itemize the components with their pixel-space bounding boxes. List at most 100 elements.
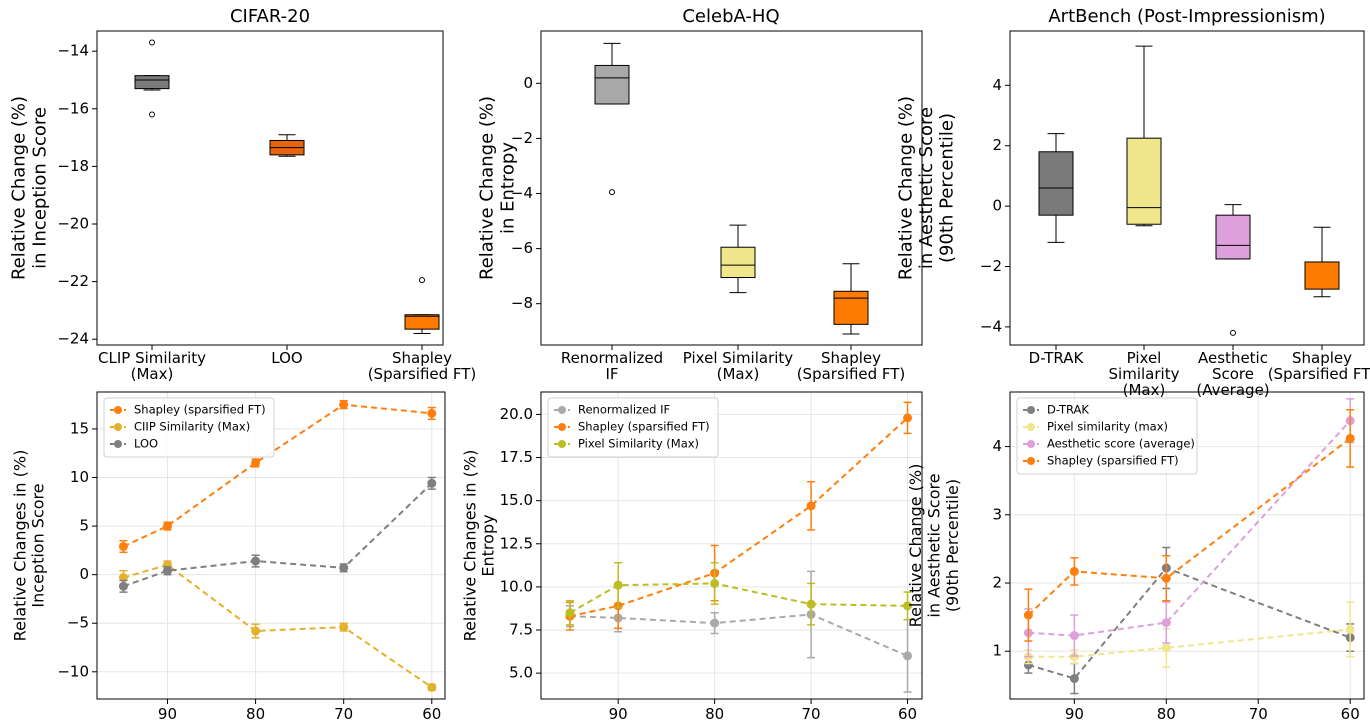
data-point [162, 566, 172, 576]
y-axis-label-line: in Aesthetic Score [925, 473, 944, 617]
data-point [710, 578, 720, 588]
x-tick-label: Pixel [1127, 349, 1162, 367]
legend-label: D-TRAK [1047, 403, 1089, 417]
y-tick-label: −10 [57, 662, 89, 680]
legend-swatch-marker [558, 440, 566, 448]
x-tick-label: 90 [609, 705, 628, 723]
legend-swatch-marker [114, 423, 122, 431]
box-1 [1126, 45, 1162, 227]
data-point [339, 400, 349, 410]
legend-box [1016, 397, 1198, 475]
data-point [339, 622, 349, 632]
x-tick-label: 90 [1065, 705, 1084, 723]
y-tick-label: 5 [79, 517, 89, 535]
x-tick-label: Shapley [392, 349, 452, 367]
x-tick-label: 70 [334, 705, 353, 723]
legend-swatch-marker [558, 406, 566, 414]
panel-artbench-line: 908070601234Percentage of Top Contributo… [906, 391, 1365, 723]
plot-frame [1009, 30, 1365, 346]
y-tick-label: 1 [992, 642, 1002, 660]
x-tick-label: (Max) [1123, 381, 1166, 399]
box-body [134, 75, 170, 90]
y-tick-label: −2 [511, 129, 533, 147]
box-outlier [419, 277, 425, 284]
data-point [251, 556, 261, 566]
y-tick-label: 10 [70, 468, 89, 486]
box-outlier [609, 189, 615, 196]
data-point [565, 608, 575, 618]
y-tick-label: 2 [992, 574, 1002, 592]
y-axis-label-line: Relative Change (%) [906, 464, 925, 628]
y-axis-label-line: Relative Change (%) [477, 96, 498, 280]
y-tick-label: −24 [57, 330, 89, 348]
x-tick-label: IF [605, 365, 618, 383]
y-tick-label: −8 [511, 294, 533, 312]
x-tick-label: 60 [422, 705, 441, 723]
x-tick-label: Shapley [821, 349, 881, 367]
y-axis-label-line: Relative Change (%) [9, 96, 30, 280]
y-tick-label: 15.0 [500, 491, 533, 509]
box-body [1126, 137, 1162, 225]
y-axis-label-line: in Aesthetic Score [916, 107, 937, 269]
x-tick-label: 80 [705, 705, 724, 723]
data-point [427, 682, 437, 692]
y-tick-label: −18 [57, 157, 89, 175]
data-point [1161, 643, 1171, 653]
box-body [1038, 151, 1074, 216]
legend-label: Renormalized IF [578, 403, 670, 417]
box-0 [1038, 133, 1074, 243]
y-tick-label: −20 [57, 215, 89, 233]
legend-label: Shapley (sparsified FT) [134, 403, 266, 417]
box-2 [833, 263, 869, 335]
box-2 [404, 277, 440, 334]
data-point [251, 458, 261, 468]
legend-swatch-marker [1027, 440, 1035, 448]
box-outlier [1230, 329, 1236, 336]
plot-frame [540, 30, 923, 346]
y-tick-label: 10.0 [500, 577, 533, 595]
y-tick-label: −16 [57, 99, 89, 117]
series-line [123, 403, 432, 548]
y-axis-label-line: Relative Changes in (%) [460, 450, 479, 642]
series-0 [118, 399, 437, 554]
y-tick-label: 0 [79, 565, 89, 583]
legend-label: Shapley (sparsified FT) [1047, 454, 1179, 468]
box-0 [134, 39, 170, 118]
plot-frame [96, 391, 446, 700]
box-1 [720, 224, 756, 294]
legend-label: Aesthetic score (average) [1047, 437, 1195, 451]
data-point [1069, 566, 1079, 576]
data-point [1069, 631, 1079, 641]
data-point [1161, 618, 1171, 628]
panel-cifar20-box: CIFAR-20 −24 −22 −20 −18 −16 −14 Relative Chang… [9, 6, 477, 383]
series-line [1028, 419, 1351, 637]
box-2 [1215, 204, 1251, 336]
box-0 [594, 42, 630, 196]
data-point [1069, 674, 1079, 684]
series-line [1028, 566, 1351, 680]
x-tick-label: Renormalized [561, 349, 663, 367]
legend-box [103, 397, 275, 458]
box-body [1215, 214, 1251, 260]
y-tick-label: −6 [511, 239, 533, 257]
data-point [613, 580, 623, 590]
legend-swatch-marker [1027, 457, 1035, 465]
x-tick-label: (Sparsified FT) [797, 365, 906, 383]
data-point [710, 618, 720, 628]
box-body [1304, 261, 1340, 290]
legend-swatch-marker [114, 440, 122, 448]
y-tick-label: −4 [511, 184, 533, 202]
y-tick-label: 7.5 [509, 621, 533, 639]
y-tick-label: 4 [992, 437, 1002, 455]
data-point [1345, 433, 1355, 443]
data-point [251, 626, 261, 636]
y-axis-label-line: Inception Score [29, 483, 48, 607]
x-tick-label: D-TRAK [1029, 349, 1085, 367]
y-axis-label-line: Relative Changes in (%) [10, 450, 29, 642]
y-tick-label: −5 [67, 614, 89, 632]
data-point [903, 651, 913, 661]
plot-frame [96, 30, 444, 346]
x-tick-label: Similarity [1109, 365, 1180, 383]
